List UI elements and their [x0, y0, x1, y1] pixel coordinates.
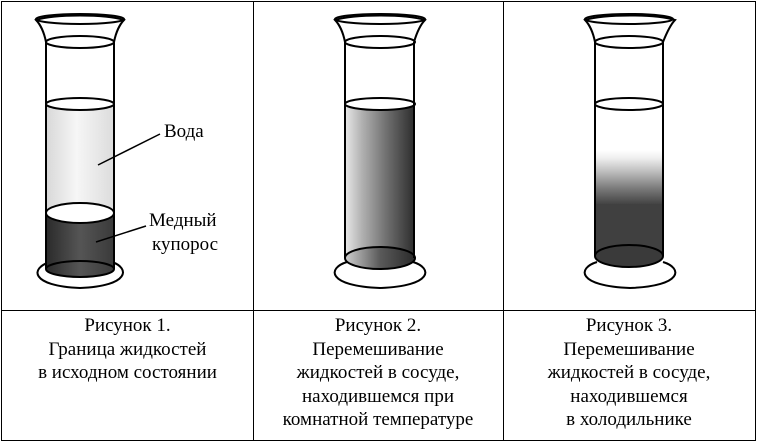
caption-line: Перемешивание	[312, 338, 444, 360]
cylinder-2	[333, 13, 427, 290]
caption-line: Перемешивание	[563, 338, 695, 360]
water-layer	[46, 104, 114, 214]
caption-line: жидкостей в сосуде,	[547, 362, 711, 383]
copper-sulfate-pointer-line	[95, 225, 147, 243]
caption-figure-3: Рисунок 3. Перемешивание жидкостей в сос…	[503, 314, 755, 432]
caption-line: в холодильнике	[566, 409, 692, 430]
column-divider-2	[503, 2, 504, 440]
column-divider-1	[253, 2, 254, 440]
caption-line: Граница жидкостей	[48, 338, 207, 360]
cylinder-1	[34, 13, 126, 290]
diffusion-zone	[595, 150, 663, 205]
water-pointer-line	[97, 133, 161, 166]
caption-line: находившемся при	[302, 385, 454, 407]
row-divider	[2, 310, 755, 311]
caption-line: жидкостей в сосуде,	[296, 362, 460, 383]
caption-figure-2: Рисунок 2. Перемешивание жидкостей в сос…	[253, 314, 503, 432]
label-water: Вода	[164, 121, 204, 142]
caption-line: Рисунок 3.	[585, 315, 673, 336]
caption-line: комнатной температуре	[282, 409, 474, 430]
caption-line: в исходном состоянии	[38, 362, 217, 383]
cylinder-3	[583, 13, 677, 290]
caption-figure-1: Рисунок 1. Граница жидкостей в исходном …	[2, 314, 253, 385]
caption-line: находившемся	[570, 385, 688, 407]
label-copper-sulfate-1: Медный	[149, 210, 217, 231]
label-copper-sulfate-2: купорос	[152, 234, 219, 255]
caption-line: Рисунок 1.	[84, 315, 171, 336]
mixed-liquid	[345, 104, 414, 259]
caption-line: Рисунок 2.	[334, 315, 422, 336]
